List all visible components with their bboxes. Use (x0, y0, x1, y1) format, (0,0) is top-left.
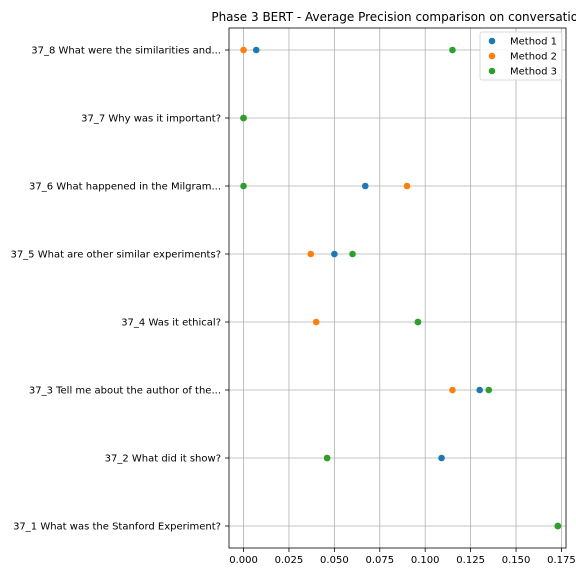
point-method-3 (485, 386, 493, 394)
x-tick-label: 0.000 (229, 555, 258, 566)
ticks-layer: 0.000 0.025 0.050 0.075 0.100 0.125 0.150 0.175… (10, 46, 575, 567)
point-method-1 (252, 46, 260, 54)
legend-marker (488, 52, 496, 60)
y-tick-label: 37_2 What did it show? (105, 454, 221, 465)
legend-label: Method 3 (510, 67, 557, 78)
points-layer (240, 46, 562, 530)
y-tick-label: 37_3 Tell me about the author of the... (29, 386, 221, 397)
x-tick-label: 0.025 (275, 555, 304, 566)
legend-label: Method 1 (510, 37, 557, 48)
y-tick-label: 37_6 What happened in the Milgram... (29, 182, 221, 193)
point-method-1 (476, 386, 484, 394)
point-method-3 (240, 114, 247, 122)
y-tick-label: 37_5 What are other similar experiments? (10, 250, 221, 261)
y-tick-label: 37_8 What were the similarities and... (31, 46, 221, 57)
grid-layer (229, 28, 566, 548)
legend-marker (488, 67, 496, 75)
legend-label: Method 2 (510, 52, 557, 63)
x-tick-label: 0.100 (411, 555, 440, 566)
point-method-2 (307, 250, 315, 258)
point-method-2 (240, 46, 247, 54)
x-tick-label: 0.050 (320, 555, 349, 566)
legend: Method 1 Method 2 Method 3 (479, 31, 563, 81)
point-method-3 (554, 522, 562, 530)
x-tick-label: 0.175 (547, 555, 576, 566)
chart-title: Phase 3 BERT - Average Precision compari… (211, 10, 576, 24)
x-tick-label: 0.150 (502, 555, 531, 566)
point-method-1 (331, 250, 338, 258)
point-method-1 (438, 454, 445, 462)
axes-frame (228, 27, 567, 549)
point-method-1 (361, 182, 369, 190)
y-tick-label: 37_4 Was it ethical? (121, 318, 221, 329)
point-method-2 (403, 182, 411, 190)
legend-box (479, 31, 563, 81)
x-tick-label: 0.075 (365, 555, 394, 566)
point-method-3 (449, 46, 456, 54)
point-method-3 (240, 182, 247, 190)
legend-marker (488, 37, 496, 45)
y-tick-label: 37_1 What was the Stanford Experiment? (13, 522, 221, 533)
point-method-3 (349, 250, 356, 258)
point-method-3 (414, 318, 422, 326)
point-method-2 (449, 386, 456, 394)
y-tick-label: 37_7 Why was it important? (81, 114, 221, 125)
x-tick-label: 0.125 (456, 555, 485, 566)
point-method-3 (323, 454, 331, 462)
point-method-2 (312, 318, 320, 326)
